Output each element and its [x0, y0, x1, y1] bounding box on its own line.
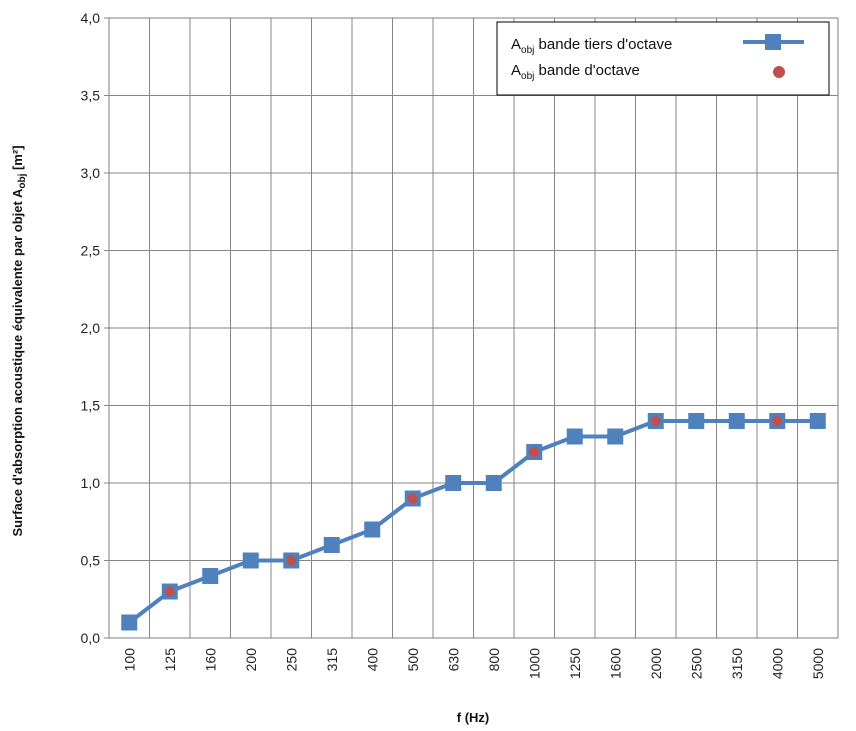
data-point-dot: [286, 555, 297, 566]
legend-square-swatch: [765, 34, 781, 50]
y-tick-label: 1,5: [81, 398, 101, 414]
y-tick-label: 2,0: [81, 320, 101, 336]
legend-dot-swatch: [773, 66, 785, 78]
data-point-dot: [772, 416, 783, 426]
x-tick-label: 400: [364, 648, 380, 672]
x-tick-label: 100: [121, 648, 137, 672]
x-tick-label: 5000: [810, 648, 826, 679]
x-tick-label: 315: [324, 648, 340, 672]
x-tick-label: 630: [445, 648, 461, 672]
x-tick-label: 1600: [607, 648, 623, 679]
y-tick-label: 0,5: [81, 553, 101, 569]
x-tick-label: 3150: [729, 648, 745, 679]
y-axis-title: Surface d'absorption acoustique équivale…: [10, 145, 28, 536]
x-tick-label: 800: [486, 648, 502, 672]
legend-box: [496, 21, 830, 96]
data-point-square: [607, 428, 624, 445]
y-tick-label: 2,5: [81, 243, 101, 259]
y-tick-label: 3,5: [81, 88, 101, 104]
series-tiers-octave: [121, 413, 826, 631]
x-tick-label: 1250: [567, 648, 583, 679]
x-tick-label: 250: [283, 648, 299, 672]
data-point-square: [445, 475, 462, 491]
x-tick-label: 1000: [526, 648, 542, 679]
x-tick-label: 2500: [688, 648, 704, 679]
legend-label-tiers-octave: Aobj bande tiers d'octave: [511, 36, 672, 56]
y-axis-ticks: 0,0 0,5 1,0 1,5 2,0 2,5 3,0 3,5 4,0: [81, 10, 109, 646]
x-tick-label: 4000: [769, 648, 785, 679]
y-tick-label: 3,0: [81, 165, 101, 181]
data-point-square: [202, 568, 219, 584]
legend-label-octave: Aobj bande d'octave: [511, 62, 640, 82]
data-point-dot: [164, 586, 175, 597]
y-tick-label: 0,0: [81, 630, 101, 646]
data-point-square: [566, 428, 583, 445]
x-tick-label: 125: [162, 648, 178, 672]
data-point-square: [323, 537, 340, 553]
x-axis-ticks: 100 125 160 200 250 315 400 500 630 800 1000 1250 16…: [121, 648, 826, 679]
data-point-dot: [407, 493, 418, 504]
legend: Aobj bande tiers d'octave Aobj bande d'o…: [496, 21, 830, 96]
data-point-square: [809, 413, 826, 429]
data-point-square: [485, 475, 502, 491]
x-axis-title: f (Hz): [457, 710, 490, 725]
data-point-square: [121, 614, 138, 631]
y-tick-label: 4,0: [81, 10, 101, 26]
x-tick-label: 200: [243, 648, 259, 672]
data-point-square: [242, 552, 259, 569]
data-point-square: [688, 413, 705, 429]
x-tick-label: 2000: [648, 648, 664, 679]
x-tick-label: 500: [405, 648, 421, 672]
data-point-square: [728, 413, 745, 429]
data-point-dot: [529, 447, 540, 457]
series-octave: [164, 416, 783, 597]
data-point-dot: [650, 416, 661, 426]
x-tick-label: 160: [202, 648, 218, 672]
y-tick-label: 1,0: [81, 475, 101, 491]
data-point-square: [364, 521, 381, 538]
